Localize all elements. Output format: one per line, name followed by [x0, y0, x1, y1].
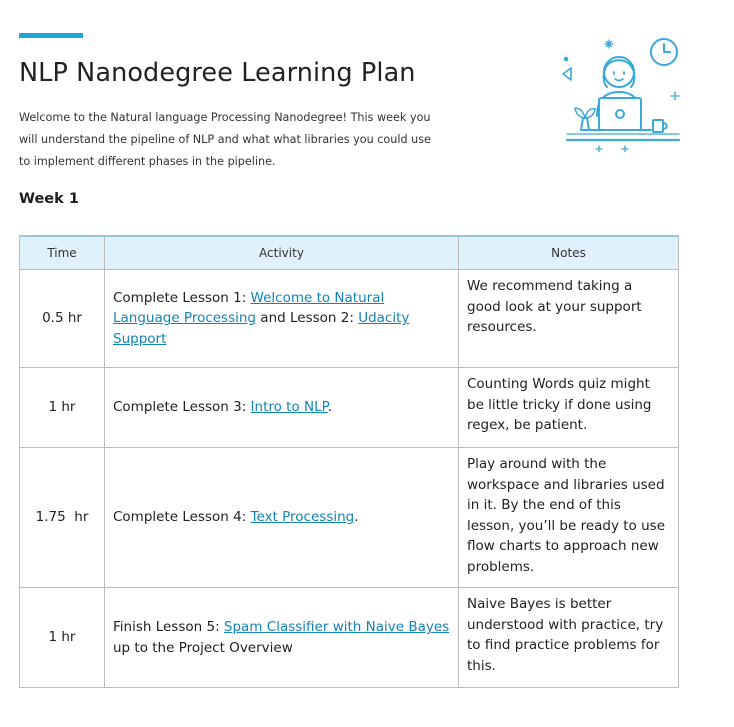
page-title: NLP Nanodegree Learning Plan [19, 58, 416, 88]
activity-text: Finish Lesson 5: [113, 619, 224, 635]
person-at-laptop-icon [562, 38, 681, 152]
week-heading: Week 1 [19, 191, 79, 207]
notes-cell: Play around with the workspace and libra… [458, 447, 679, 588]
activity-text: . [354, 509, 359, 526]
table-row: 0.5 hr Complete Lesson 1: Welcome to Nat… [19, 269, 679, 368]
time-cell: 1 hr [19, 587, 105, 688]
header-time: Time [19, 235, 105, 270]
table-row: 1 hr Complete Lesson 3: Intro to NLP. Co… [19, 367, 679, 448]
lesson-3-link[interactable]: Intro to NLP [250, 399, 328, 416]
lesson-4-link[interactable]: Text Processing [250, 509, 355, 526]
activity-cell: Complete Lesson 1: Welcome to Natural La… [104, 269, 459, 368]
notes-cell: Naive Bayes is better understood with pr… [458, 587, 679, 688]
activity-text: and Lesson 2: [256, 310, 359, 327]
activity-text: up to the Project Overview [113, 639, 293, 656]
activity-text: Complete Lesson 4: [113, 509, 251, 526]
table-row: 1.75 hr Complete Lesson 4: Text Processi… [19, 447, 679, 588]
header-activity: Activity [104, 235, 459, 270]
activity-text: Complete Lesson 1: [113, 289, 251, 306]
lesson-1-link[interactable]: Welcome to Natural Language Processing [113, 289, 385, 327]
accent-bar [19, 33, 83, 38]
table-row: 1 hr Finish Lesson 5: Spam Classifier wi… [19, 587, 679, 688]
lesson-5-link[interactable]: Spam Classifier with Naive Bayes [223, 619, 450, 635]
time-cell: 1 hr [19, 367, 105, 448]
intro-line-3: to implement different phases in the pip… [19, 155, 276, 168]
learning-plan-table: Time Activity Notes 0.5 hr Complete Less… [19, 235, 679, 688]
intro-line-1: Welcome to the Natural language Processi… [19, 111, 431, 124]
table-header-row: Time Activity Notes [19, 235, 679, 270]
intro-paragraph: Welcome to the Natural language Processi… [19, 107, 479, 173]
notes-cell: We recommend taking a good look at your … [458, 269, 679, 368]
activity-text: Complete Lesson 3: [113, 399, 251, 416]
activity-text: . [327, 399, 332, 416]
activity-cell: Complete Lesson 4: Text Processing. [104, 447, 459, 588]
header-notes: Notes [458, 235, 679, 270]
time-cell: 0.5 hr [19, 269, 105, 368]
activity-cell: Finish Lesson 5: Spam Classifier with Na… [104, 587, 459, 688]
intro-line-2: will understand the pipeline of NLP and … [19, 133, 431, 146]
notes-cell: Counting Words quiz might be little tric… [458, 367, 679, 448]
lesson-2-link[interactable]: Udacity Support [113, 310, 410, 347]
time-cell: 1.75 hr [19, 447, 105, 588]
activity-cell: Complete Lesson 3: Intro to NLP. [104, 367, 459, 448]
